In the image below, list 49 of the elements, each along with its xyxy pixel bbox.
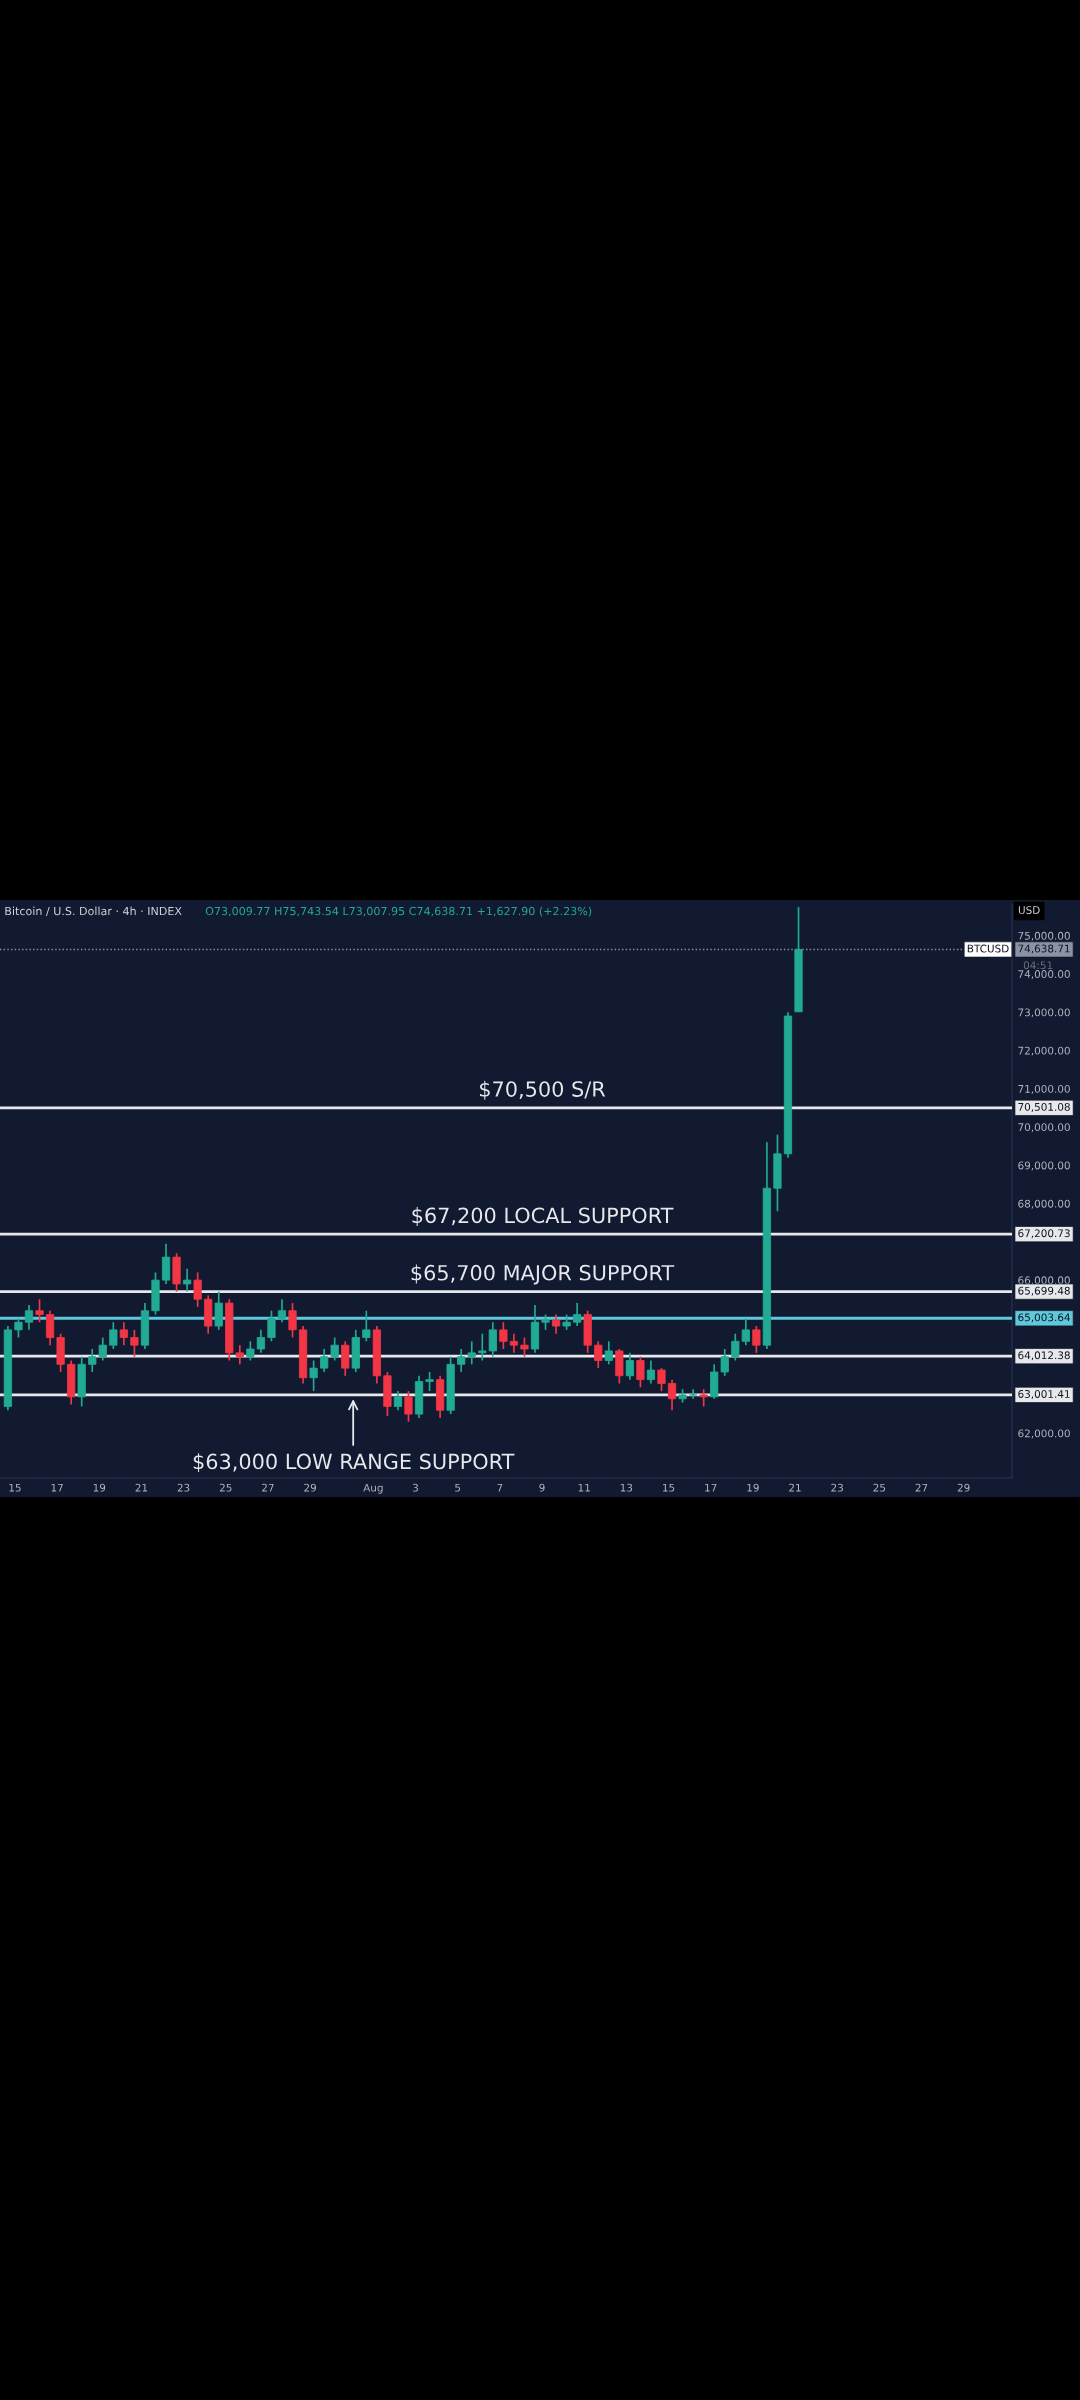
- x-tick-label: 17: [705, 1483, 717, 1492]
- annotation: $67,200 LOCAL SUPPORT: [412, 1207, 674, 1226]
- x-tick-label: 27: [915, 1483, 928, 1492]
- x-tick-label: 15: [663, 1483, 675, 1492]
- x-tick-label: 15: [9, 1483, 21, 1492]
- y-tick-label: 69,000.00: [1018, 1161, 1070, 1171]
- annotation: $70,500 S/R: [480, 1080, 606, 1100]
- x-tick-label: 13: [620, 1483, 633, 1492]
- y-tick-label: 73,000.00: [1018, 1008, 1070, 1018]
- x-tick-label: 21: [789, 1483, 801, 1492]
- y-tick-label: 70,000.00: [1018, 1123, 1070, 1133]
- y-tick-label: 68,000.00: [1018, 1199, 1070, 1209]
- x-tick-label: 3: [413, 1483, 418, 1492]
- ref-line-label: 64,012.38: [1018, 1351, 1070, 1361]
- x-tick-label: 21: [135, 1483, 148, 1492]
- y-tick-label: 75,000.00: [1018, 931, 1070, 941]
- ref-line-label: 74,638.71: [1018, 944, 1070, 954]
- ref-line-label: 63,001.41: [1018, 1390, 1070, 1399]
- x-tick-label: 9: [539, 1483, 545, 1492]
- x-tick-label: 23: [177, 1483, 190, 1492]
- chart-subtitle: O73,009.77 H75,743.54 L73,007.95 C74,638.71 +1,627.90 (+2.23%): [205, 906, 592, 917]
- x-tick-label: 19: [747, 1483, 759, 1492]
- x-tick-label: 29: [957, 1483, 970, 1492]
- x-tick-label: 11: [578, 1483, 590, 1492]
- x-tick-label: 17: [51, 1483, 63, 1492]
- x-tick-label: 29: [304, 1483, 316, 1492]
- y-tick-label: 62,000.00: [1018, 1429, 1070, 1439]
- ref-line-label: 65,699.48: [1018, 1286, 1070, 1296]
- x-tick-label: 19: [93, 1483, 106, 1492]
- y-tick-label: 74,000.00: [1018, 970, 1070, 980]
- chart-title: Bitcoin / U.S. Dollar · 4h · INDEX: [5, 906, 182, 917]
- text: USD: [1018, 906, 1040, 915]
- x-tick-label: 23: [831, 1483, 843, 1492]
- y-tick-label: 72,000.00: [1018, 1046, 1070, 1056]
- annotation: BTCUSD: [967, 944, 1009, 953]
- x-tick-label: Aug: [363, 1483, 383, 1494]
- annotation: $65,700 MAJOR SUPPORT: [411, 1264, 675, 1285]
- annotation: $63,000 LOW RANGE SUPPORT: [193, 1453, 515, 1473]
- x-tick-label: 7: [497, 1483, 503, 1492]
- x-tick-label: 25: [219, 1483, 232, 1492]
- ref-line-label: 67,200.73: [1018, 1229, 1070, 1239]
- x-tick-label: 25: [873, 1483, 886, 1492]
- ref-line-label: 70,501.08: [1018, 1102, 1070, 1112]
- x-tick-label: 5: [455, 1483, 461, 1492]
- x-tick-label: 27: [262, 1483, 274, 1492]
- text: 04:51: [1023, 961, 1053, 970]
- y-tick-label: 66,000.00: [1018, 1276, 1070, 1286]
- ref-line-label: 65,003.64: [1018, 1313, 1070, 1323]
- y-tick-label: 71,000.00: [1018, 1084, 1070, 1094]
